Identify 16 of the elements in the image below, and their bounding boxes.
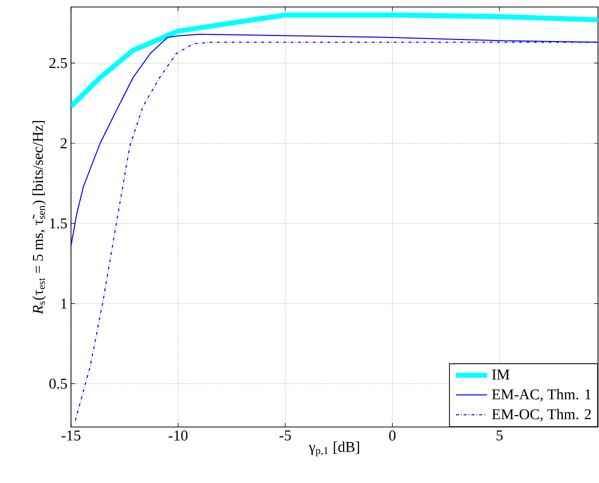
y-tick-label: 0.5: [49, 378, 67, 389]
y-tick-label: 1: [61, 298, 67, 308]
y-tick-label: 1.5: [50, 218, 67, 228]
x-tick-label: 5: [496, 430, 503, 440]
y-axis-title: R$_{s}$(τ$_{est}$ = 5 ms, τ̃$_{sen}$) [bits/sec/Hz]: [32, 120, 46, 314]
x-tick-label: -10: [168, 430, 188, 441]
legend-label: EM-AC, Thm. 1: [492, 388, 591, 402]
x-tick-label: -15: [62, 430, 80, 441]
legend-label: IM: [492, 370, 510, 380]
y-tick-label: 2.5: [49, 58, 67, 68]
legend-label: EM-OC, Thm. 2: [492, 408, 591, 422]
x-axis-title: γ$_{p,1}$ [dB]: [308, 441, 360, 456]
y-tick-label: 2: [60, 138, 67, 148]
x-tick-label: -5: [280, 430, 291, 440]
line-series: [71, 12, 598, 109]
x-tick-label: 0: [389, 430, 396, 441]
